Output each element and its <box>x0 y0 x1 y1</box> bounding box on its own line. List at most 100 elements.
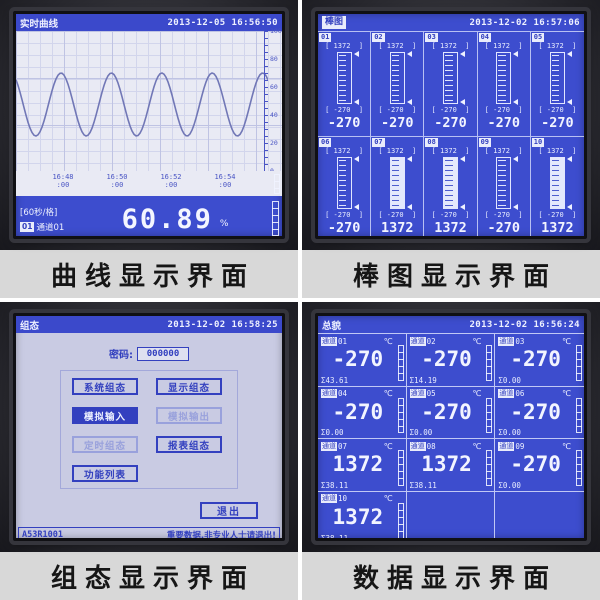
alarm-squares-icon <box>272 201 279 236</box>
range-low-label: [ -270 ] <box>538 106 577 114</box>
alarm-squares-icon <box>486 397 493 433</box>
range-low-label: [ -270 ] <box>325 106 364 114</box>
password-input[interactable]: 000000 <box>137 346 189 361</box>
channel-value: 1372 <box>381 220 414 236</box>
value-unit: % <box>219 219 229 229</box>
overview-channel-cell: 通道 06 ℃ -270 Σ0.00 <box>495 387 584 439</box>
unit-label: ℃ <box>472 441 482 451</box>
range-high-label: [ 1372 ] <box>484 42 523 50</box>
channel-value: 1372 <box>332 504 384 529</box>
interval-label: [60秒/格] <box>20 207 58 218</box>
range-low-label: [ -270 ] <box>538 211 577 219</box>
channel-prefix-badge: 通道 <box>409 441 426 451</box>
gauge-pointer-bottom-icon <box>353 99 359 105</box>
channel-number-badge: 07 <box>372 138 385 147</box>
unit-label: ℃ <box>383 494 393 503</box>
channel-total: Σ38.11 <box>321 480 349 490</box>
bar-gauge <box>389 51 412 105</box>
display-config-button[interactable]: 显示组态 <box>156 378 222 395</box>
channel-prefix-badge: 通道 <box>498 441 515 451</box>
device-photo-bargraph: 棒图 2013-12-02 16:57:06 01 [ 1372 ] [ -27… <box>302 0 600 250</box>
channel-number: 08 <box>426 441 436 451</box>
caption-bargraph: 棒图显示界面 <box>302 250 600 298</box>
panel-config: 组态 2013-12-02 16:58:25 密码: 000000 系统组态 显… <box>0 302 298 600</box>
channel-prefix-badge: 通道 <box>321 389 337 398</box>
channel-number-badge: 06 <box>319 138 332 147</box>
panel-bargraph: 棒图 2013-12-02 16:57:06 01 [ 1372 ] [ -27… <box>302 0 600 298</box>
channel-total: Σ0.00 <box>498 428 521 437</box>
analog-output-button[interactable]: 模拟输出 <box>156 407 222 424</box>
gauge-pointer-bottom-icon <box>406 99 412 105</box>
trend-plot-area: 100 80 60 40 20 0 <box>16 27 282 175</box>
axis-tick-label: 20 <box>270 139 278 147</box>
overview-screen: 总貌 2013-12-02 16:56:24 通道 01 ℃ -270 Σ43.6… <box>315 313 587 541</box>
channel-value: -270 <box>421 399 472 424</box>
analog-input-button[interactable]: 模拟输入 <box>72 407 138 424</box>
overview-channel-cell: 通道 02 ℃ -270 Σ14.19 <box>406 334 496 387</box>
range-high-label: [ 1372 ] <box>325 147 364 155</box>
overview-channel-cell: 通道 03 ℃ -270 Σ0.00 <box>495 334 584 387</box>
bar-gauge <box>549 156 572 210</box>
overview-channel-cell: 通道 08 ℃ 1372 Σ38.11 <box>406 439 496 492</box>
channel-number: 06 <box>515 389 525 398</box>
gauge-pointer-top-icon <box>406 51 412 57</box>
gauge-pointer-bottom-icon <box>566 204 572 210</box>
gauge-pointer-bottom-icon <box>459 204 465 210</box>
screen-title: 组态 <box>20 320 40 332</box>
exit-button[interactable]: 退出 <box>200 502 258 519</box>
channel-value: -270 <box>327 115 361 131</box>
timer-config-button[interactable]: 定时组态 <box>72 436 138 453</box>
overview-channel-cell: 通道 05 ℃ -270 Σ0.00 <box>406 386 496 439</box>
bar-channel-cell: 09 [ 1372 ] [ -270 ] -270 <box>478 137 531 236</box>
channel-value: 1372 <box>421 452 472 476</box>
channel-value: -270 <box>434 115 467 131</box>
bar-gauge <box>389 156 412 210</box>
channel-value: -270 <box>332 347 384 371</box>
alarm-squares-icon <box>397 502 404 538</box>
bar-channel-cell: 08 [ 1372 ] [ -270 ] 1372 <box>424 137 478 236</box>
gauge-pointer-bottom-icon <box>566 99 572 105</box>
status-squares-icon <box>274 174 280 194</box>
range-high-label: [ 1372 ] <box>484 147 523 155</box>
report-config-button[interactable]: 报表组态 <box>156 436 222 453</box>
channel-number: 01 <box>338 336 348 346</box>
channel-value: -270 <box>421 347 472 371</box>
channel-total: Σ0.00 <box>498 480 521 490</box>
channel-number-badge: 02 <box>372 33 385 42</box>
overview-empty-cell <box>407 491 496 538</box>
alarm-squares-icon <box>575 450 582 486</box>
range-low-label: [ -270 ] <box>325 211 364 219</box>
bargraph-header: 棒图 2013-12-02 16:57:06 <box>318 14 584 31</box>
screen-title: 总貌 <box>322 320 342 332</box>
channel-number: 05 <box>426 389 436 398</box>
channel-number: 07 <box>338 441 348 451</box>
channel-value: -270 <box>510 399 561 424</box>
unit-label: ℃ <box>562 389 571 398</box>
bar-channel-cell: 03 [ 1372 ] [ -270 ] -270 <box>424 32 478 137</box>
unit-label: ℃ <box>383 389 393 398</box>
channel-value: -270 <box>487 115 520 131</box>
function-list-button[interactable]: 功能列表 <box>72 465 138 482</box>
channel-label: 通道01 <box>36 222 65 233</box>
alarm-squares-icon <box>575 397 582 433</box>
bar-gauge <box>442 51 465 105</box>
gauge-pointer-bottom-icon <box>513 99 519 105</box>
system-config-button[interactable]: 系统组态 <box>72 378 138 395</box>
sine-wave-chart <box>16 72 268 137</box>
gauge-pointer-top-icon <box>406 156 412 162</box>
channel-number-badge: 04 <box>478 33 492 42</box>
overview-channel-cell: 通道 09 ℃ -270 Σ0.00 <box>495 439 584 492</box>
channel-prefix-badge: 通道 <box>498 336 515 346</box>
axis-tick-label: 60 <box>270 83 278 91</box>
channel-value: -270 <box>327 220 361 236</box>
channel-number-badge: 03 <box>425 33 438 42</box>
bar-gauge <box>336 156 359 210</box>
gauge-pointer-top-icon <box>353 51 359 57</box>
gauge-pointer-top-icon <box>459 51 465 57</box>
alarm-squares-icon <box>397 345 404 381</box>
channel-value: -270 <box>332 399 384 424</box>
bar-gauge <box>336 51 359 105</box>
alarm-squares-icon <box>397 397 404 433</box>
bargraph-screen: 棒图 2013-12-02 16:57:06 01 [ 1372 ] [ -27… <box>315 11 587 239</box>
config-status-bar: A53R1001 重要数据,非专业人士请退出! <box>18 527 280 538</box>
